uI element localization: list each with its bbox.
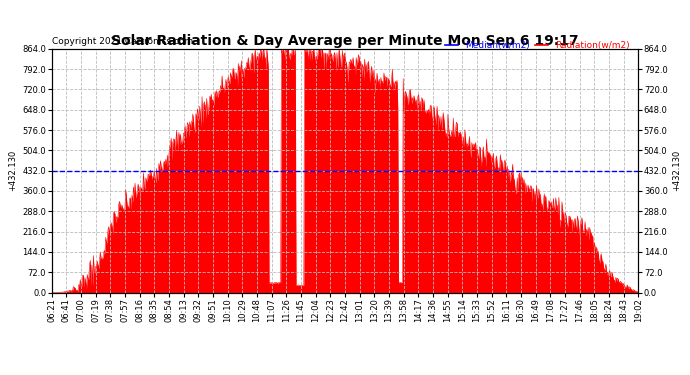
Text: +432.130: +432.130 [8, 150, 17, 191]
Text: +432.130: +432.130 [673, 150, 682, 191]
Text: Copyright 2021 Cartronics.com: Copyright 2021 Cartronics.com [52, 38, 193, 46]
Legend: Median(w/m2), Radiation(w/m2): Median(w/m2), Radiation(w/m2) [441, 38, 633, 54]
Title: Solar Radiation & Day Average per Minute Mon Sep 6 19:17: Solar Radiation & Day Average per Minute… [111, 34, 579, 48]
